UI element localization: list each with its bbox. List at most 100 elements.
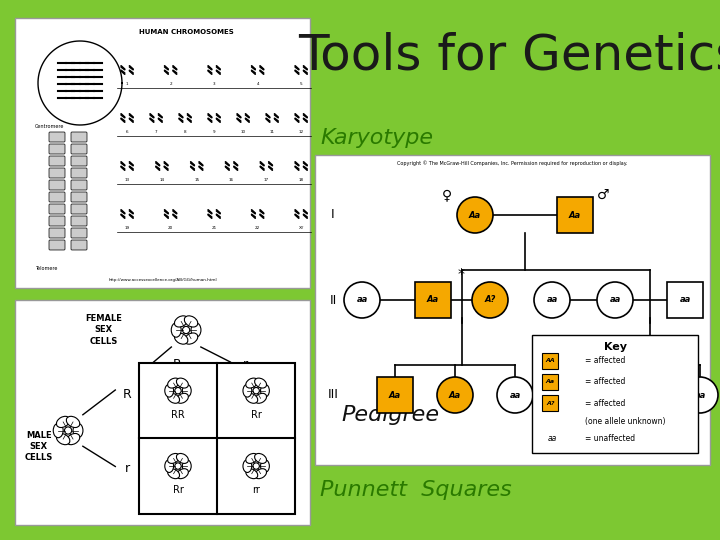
Ellipse shape <box>184 316 198 327</box>
FancyBboxPatch shape <box>667 282 703 318</box>
Circle shape <box>182 326 189 334</box>
FancyBboxPatch shape <box>139 363 295 514</box>
Text: rr: rr <box>252 485 260 495</box>
Ellipse shape <box>165 460 174 472</box>
Text: aa: aa <box>649 390 661 400</box>
Text: aa: aa <box>680 295 690 305</box>
Ellipse shape <box>176 393 189 403</box>
Circle shape <box>253 388 259 394</box>
Circle shape <box>344 282 380 318</box>
FancyBboxPatch shape <box>71 216 87 226</box>
Ellipse shape <box>171 323 181 337</box>
Ellipse shape <box>255 378 266 388</box>
Text: 9: 9 <box>213 130 215 134</box>
Text: Copyright © The McGraw-Hill Companies, Inc. Permission required for reproduction: Copyright © The McGraw-Hill Companies, I… <box>397 160 628 166</box>
FancyBboxPatch shape <box>415 282 451 318</box>
Text: XY: XY <box>299 226 304 230</box>
Text: RR: RR <box>171 410 185 420</box>
Ellipse shape <box>243 460 252 472</box>
Circle shape <box>682 377 718 413</box>
Ellipse shape <box>174 316 188 327</box>
Circle shape <box>534 282 570 318</box>
Circle shape <box>457 197 493 233</box>
Ellipse shape <box>246 469 258 478</box>
Ellipse shape <box>182 460 192 472</box>
FancyBboxPatch shape <box>71 144 87 154</box>
FancyBboxPatch shape <box>557 197 593 233</box>
FancyBboxPatch shape <box>49 240 65 250</box>
Text: 8: 8 <box>184 130 186 134</box>
Circle shape <box>253 463 259 469</box>
FancyBboxPatch shape <box>49 180 65 190</box>
Text: = unaffected: = unaffected <box>585 434 636 443</box>
Text: R: R <box>173 359 181 372</box>
Text: I: I <box>331 208 335 221</box>
Text: 16: 16 <box>229 178 234 182</box>
FancyBboxPatch shape <box>71 204 87 214</box>
FancyBboxPatch shape <box>532 335 698 453</box>
Ellipse shape <box>66 416 80 428</box>
FancyBboxPatch shape <box>15 300 310 525</box>
Text: Aa: Aa <box>449 390 461 400</box>
Text: Rr: Rr <box>251 410 261 420</box>
Circle shape <box>175 388 181 394</box>
Circle shape <box>597 282 633 318</box>
FancyBboxPatch shape <box>49 204 65 214</box>
FancyBboxPatch shape <box>542 374 558 390</box>
Text: r: r <box>125 462 130 475</box>
Text: 1: 1 <box>126 82 128 86</box>
Text: 19: 19 <box>125 226 130 230</box>
Ellipse shape <box>246 378 258 388</box>
Text: Rr: Rr <box>173 485 184 495</box>
Text: Karyotype: Karyotype <box>320 128 433 148</box>
Text: Aa: Aa <box>469 211 481 219</box>
Ellipse shape <box>168 378 179 388</box>
Text: 3: 3 <box>213 82 215 86</box>
Text: Centromere: Centromere <box>35 124 64 129</box>
FancyBboxPatch shape <box>542 353 558 369</box>
Ellipse shape <box>53 423 63 438</box>
FancyBboxPatch shape <box>49 156 65 166</box>
Text: 14: 14 <box>159 178 164 182</box>
FancyBboxPatch shape <box>49 228 65 238</box>
Text: 5: 5 <box>300 82 302 86</box>
Ellipse shape <box>243 384 252 397</box>
Text: 10: 10 <box>240 130 246 134</box>
Ellipse shape <box>191 323 201 337</box>
FancyBboxPatch shape <box>49 132 65 142</box>
Text: 7: 7 <box>155 130 158 134</box>
Circle shape <box>65 427 72 434</box>
Text: AA: AA <box>545 358 555 363</box>
Ellipse shape <box>56 416 70 428</box>
Text: = affected: = affected <box>585 377 626 387</box>
Ellipse shape <box>73 423 83 438</box>
FancyBboxPatch shape <box>542 395 558 411</box>
Text: 15: 15 <box>194 178 199 182</box>
Text: = affected: = affected <box>585 399 626 408</box>
Text: Aa: Aa <box>389 390 401 400</box>
Text: R: R <box>122 388 132 401</box>
Text: aa: aa <box>547 434 557 443</box>
Ellipse shape <box>174 333 188 344</box>
Text: 13: 13 <box>125 178 130 182</box>
Text: aa: aa <box>546 295 557 305</box>
Ellipse shape <box>255 469 266 478</box>
Ellipse shape <box>246 454 258 463</box>
Text: 2: 2 <box>169 82 172 86</box>
Text: HUMAN CHROMOSOMES: HUMAN CHROMOSOMES <box>139 29 233 35</box>
Text: 21: 21 <box>212 226 217 230</box>
Ellipse shape <box>182 384 192 397</box>
Circle shape <box>592 377 628 413</box>
FancyBboxPatch shape <box>49 168 65 178</box>
Text: Punnett  Squares: Punnett Squares <box>320 480 512 500</box>
FancyBboxPatch shape <box>315 155 710 465</box>
Ellipse shape <box>255 454 266 463</box>
Text: aa: aa <box>609 295 621 305</box>
Text: Aa: Aa <box>546 380 555 384</box>
Circle shape <box>175 463 181 469</box>
Text: aa: aa <box>509 390 521 400</box>
FancyBboxPatch shape <box>71 228 87 238</box>
FancyBboxPatch shape <box>71 180 87 190</box>
Text: ♀: ♀ <box>442 188 452 202</box>
FancyBboxPatch shape <box>15 18 310 288</box>
